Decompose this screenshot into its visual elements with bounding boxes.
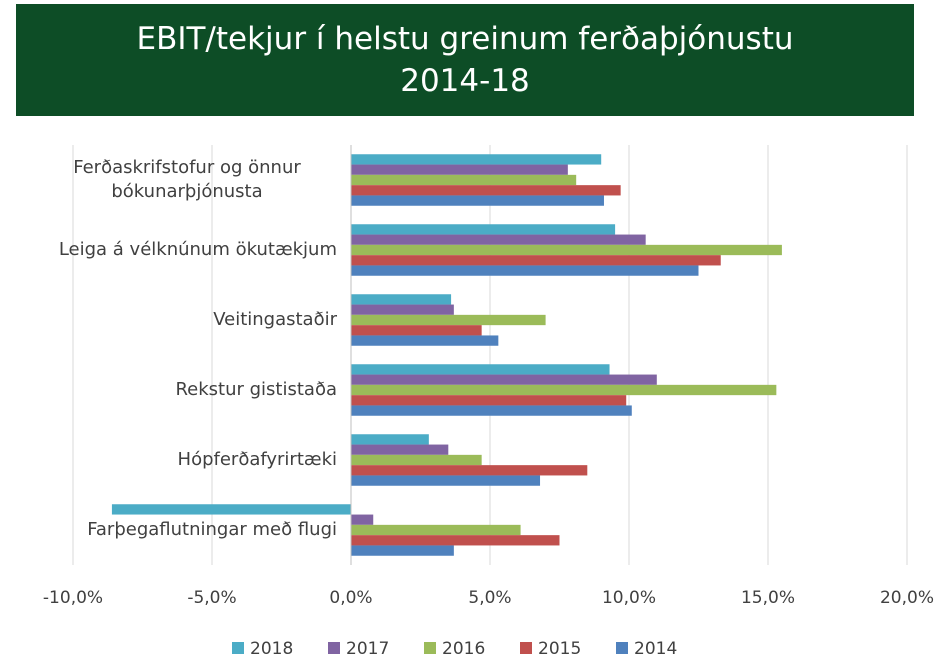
legend-swatch (232, 642, 244, 654)
bar (351, 255, 721, 266)
category-label-box: Ferðaskrifstofur og önnur bókunarþjónust… (10, 145, 337, 215)
x-tick-label: 20,0% (880, 588, 934, 608)
bar (351, 395, 627, 406)
bar (351, 465, 588, 476)
legend-label: 2016 (442, 639, 485, 659)
bar (351, 244, 782, 256)
legend-label: 2015 (538, 639, 581, 659)
bar (351, 514, 374, 525)
bar (351, 195, 604, 206)
y-tick-label: Leiga á vélknúnum ökutækjum (58, 239, 337, 260)
chart-title: EBIT/tekjur í helstu greinum ferðaþjónus… (136, 21, 794, 57)
bar (351, 405, 632, 416)
bar (351, 234, 646, 245)
category-label-box: Rekstur gististaða (10, 355, 337, 425)
legend-swatch (424, 642, 436, 654)
bar (351, 444, 449, 455)
category-label-box: Hópferðafyrirtæki (10, 425, 337, 495)
bar (351, 535, 560, 546)
y-tick-label: Farþegaflutningar með flugi (87, 519, 337, 540)
legend-label: 2017 (346, 639, 389, 659)
category-label-box: Leiga á vélknúnum ökutækjum (10, 215, 337, 285)
x-tick-label: 5,0% (468, 588, 511, 608)
title-banner: EBIT/tekjur í helstu greinum ferðaþjónus… (16, 4, 914, 116)
bar (351, 314, 546, 326)
legend-label: 2018 (250, 639, 293, 659)
legend-swatch (520, 642, 532, 654)
bar (351, 174, 577, 186)
bar (351, 304, 454, 315)
category-label-box: Farþegaflutningar með flugi (10, 495, 337, 565)
y-tick-label: Hópferðafyrirtæki (177, 449, 337, 470)
x-tick-label: 15,0% (741, 588, 795, 608)
bar (351, 265, 699, 276)
x-tick-label: -10,0% (43, 588, 103, 608)
bar (351, 224, 616, 235)
legend-swatch (328, 642, 340, 654)
chart-title: 2014-18 (400, 63, 530, 99)
bar (351, 475, 541, 486)
bar (111, 504, 351, 515)
bar (351, 545, 454, 556)
legend-label: 2014 (634, 639, 677, 659)
y-tick-label: Veitingastaðir (213, 309, 337, 330)
x-tick-label: -5,0% (187, 588, 236, 608)
bar (351, 374, 657, 385)
x-tick-label: 10,0% (602, 588, 656, 608)
category-label-box: Veitingastaðir (10, 285, 337, 355)
x-tick-label: 0,0% (329, 588, 372, 608)
bar (351, 294, 452, 305)
bar (351, 454, 482, 466)
y-tick-label: Ferðaskrifstofur og önnur bókunarþjónust… (73, 157, 301, 202)
bar (351, 335, 499, 346)
bar (351, 364, 610, 375)
bar (351, 164, 568, 175)
y-tick-label: Rekstur gististaða (175, 379, 337, 400)
bar (351, 434, 429, 445)
bar (351, 185, 621, 196)
bar (351, 524, 521, 536)
bar (351, 325, 482, 336)
bar (351, 384, 777, 396)
bar (351, 154, 602, 165)
legend-swatch (616, 642, 628, 654)
